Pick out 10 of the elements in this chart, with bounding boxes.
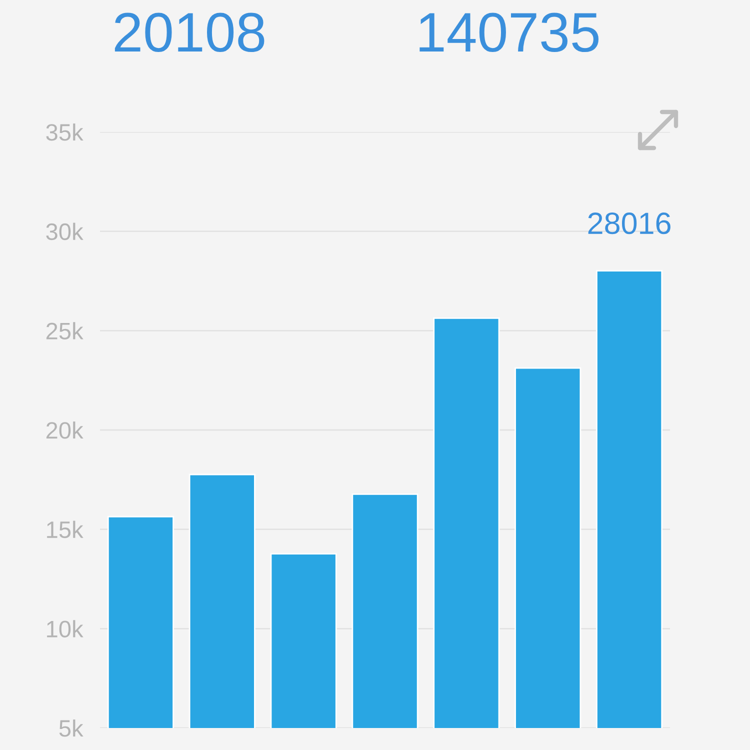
y-tick-label: 30k bbox=[46, 222, 84, 240]
y-tick-label: 10k bbox=[47, 620, 84, 638]
text: 140735 bbox=[420, 12, 598, 52]
y-tick-label: 25k bbox=[46, 322, 84, 340]
text: 20108 bbox=[114, 12, 264, 52]
y-tick-label: 5k bbox=[59, 719, 84, 737]
y-tick-label: 35k bbox=[46, 123, 84, 141]
y-tick-label: 15k bbox=[47, 520, 84, 538]
y-tick-label: 20k bbox=[46, 421, 84, 439]
data-label: 28016 bbox=[588, 212, 670, 234]
